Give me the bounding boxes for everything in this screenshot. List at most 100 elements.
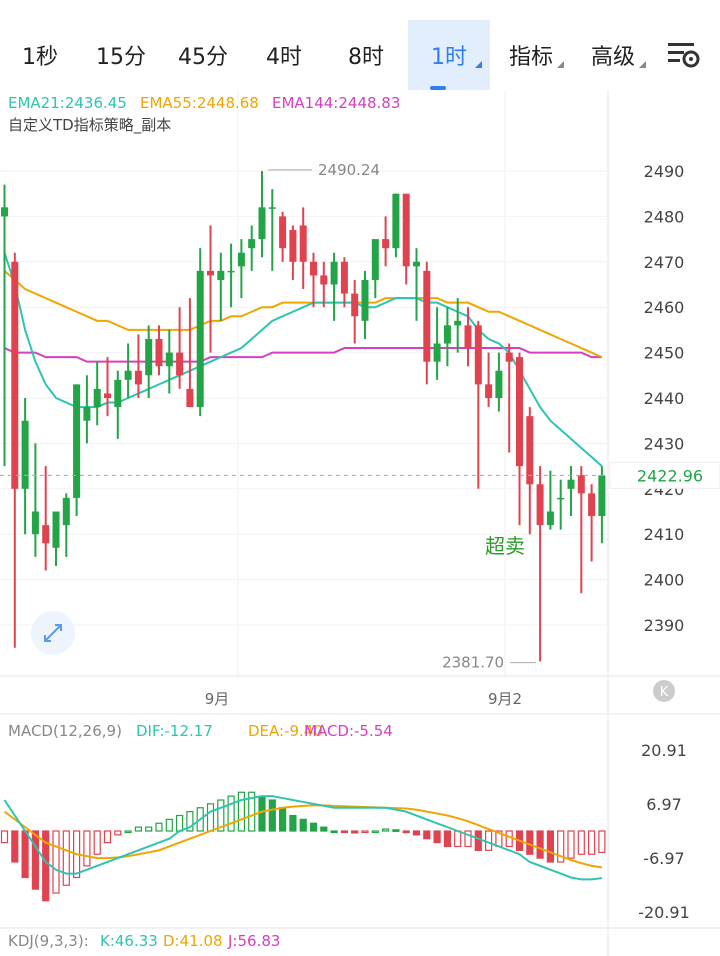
macd-bar [433,830,441,844]
candle-body [340,261,348,294]
high-price-label: 2490.24 [318,161,380,179]
macd-bar [227,795,235,832]
candle-body [124,370,132,380]
macd-bar [289,814,297,832]
macd-bar [217,799,225,832]
kdj-title: KDJ(9,3,3): [8,932,89,950]
candle-body [351,293,359,317]
candle-body [248,239,256,249]
ema55-line [3,270,603,359]
macd-bar [536,830,544,859]
tab-label: 8时 [348,45,384,70]
candle-body [52,511,60,548]
ema144-line [4,347,602,363]
macd-bar [21,830,29,879]
tab-label: 45分 [178,45,228,70]
ema55-label: EMA55:2448.68 [140,94,259,112]
macd-bar [546,830,555,863]
candle-body [588,493,596,517]
macd-bar [42,830,50,902]
macd-bar [206,803,215,832]
macd-bar [587,830,596,855]
candle-body [114,379,122,408]
macd-bar [124,830,132,834]
tab-45m[interactable]: 45分 [170,20,236,90]
macd-bar [577,830,585,855]
candle-body [73,384,81,498]
expand-icon [44,624,62,642]
macd-bar [114,830,122,836]
candle-body [134,370,142,385]
candle-body [268,207,276,209]
candle-body [104,393,111,398]
candle-body [516,357,523,467]
expand-chart-button[interactable] [31,611,75,655]
macd-bar [340,830,348,834]
macd-bar [464,830,472,848]
candle-body [93,388,101,408]
price-tick-label: 2390 [644,616,685,635]
chart-settings-icon[interactable] [664,38,704,72]
timeframe-tab-bar: 1秒 15分 45分 4时 8时 1时 指标 高级 [0,0,720,90]
dropdown-triangle-icon [475,61,482,68]
candle-body [186,388,194,408]
macd-bar [52,830,60,894]
macd-tick-label: -6.97 [643,849,684,868]
candle-body [464,325,472,349]
candle-body [392,193,400,249]
current-price-label: 2422.96 [637,466,703,485]
macd-bar [248,791,256,832]
tab-1s[interactable]: 1秒 [10,20,70,90]
macd-bar [186,811,194,832]
tab-label: 指标 [508,45,553,70]
tab-indicators[interactable]: 指标 [500,20,572,90]
price-axis: 2490248024702460245024402430242024102400… [644,162,685,635]
tab-label: 15分 [96,45,146,70]
macd-bar [309,822,318,832]
macd-bar [557,830,565,863]
price-tick-label: 2470 [644,253,685,272]
candle-body [382,239,390,249]
tab-label: 4时 [266,45,302,70]
macd-bar [62,830,70,886]
candle-body [485,384,493,398]
candle-body [598,475,606,517]
macd-bar [454,830,462,848]
candle-body [207,270,214,276]
price-tick-label: 2450 [644,344,685,363]
candle-body [83,407,91,421]
tab-4h[interactable]: 4时 [254,20,314,90]
macd-bar [279,807,287,832]
macd-bar [351,830,359,834]
candle-body [31,511,39,535]
tab-advanced[interactable]: 高级 [582,20,654,90]
candle-body [1,207,8,217]
candle-body [320,275,328,285]
scroll-to-latest-button[interactable]: K [653,680,675,702]
candle-body [62,497,70,526]
macd-bar [134,826,142,832]
macd-bar [31,830,40,890]
macd-title: MACD(12,26,9) [8,722,122,740]
price-tick-label: 2430 [644,434,685,453]
candle-body [474,325,482,385]
macd-bar [598,830,606,854]
candle-body [217,270,225,280]
macd-bar [299,818,307,832]
tab-15m[interactable]: 15分 [88,20,154,90]
macd-bar [176,814,184,832]
price-tick-label: 2460 [644,298,685,317]
ema144-label: EMA144:2448.83 [272,94,400,112]
low-price-label: 2381.70 [442,654,504,672]
candle-body [11,261,19,489]
tab-1h[interactable]: 1时 [408,20,490,90]
macd-bar [145,826,153,832]
candle-body [289,230,297,262]
macd-bar [258,795,266,832]
candle-body [454,320,462,326]
macd-bar [237,791,245,832]
tab-8h[interactable]: 8时 [336,20,396,90]
candle-body [361,279,369,321]
candle-body [21,420,29,489]
